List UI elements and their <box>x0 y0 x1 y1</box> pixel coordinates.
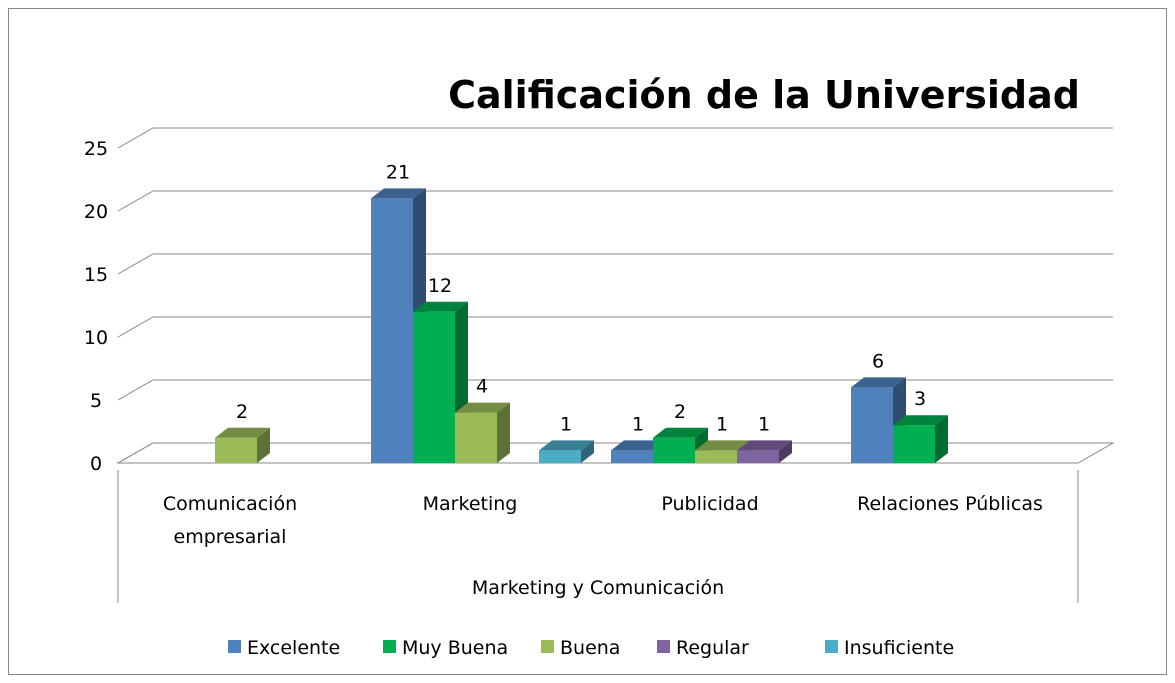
legend-swatch <box>657 640 670 653</box>
bar-face <box>935 415 948 463</box>
bar-face <box>737 450 779 463</box>
legend-label: Regular <box>676 637 749 659</box>
legend-label: Excelente <box>247 637 340 659</box>
legend-label: Muy Buena <box>402 637 508 659</box>
grid-line <box>117 190 1113 212</box>
data-label: 12 <box>428 275 452 297</box>
y-tick-label: 20 <box>84 201 108 223</box>
bar-face <box>581 440 594 463</box>
bar <box>455 402 510 463</box>
chart-border <box>8 8 1167 675</box>
legend-label: Insuficiente <box>844 637 954 659</box>
x-tick-label: Comunicación empresarial <box>162 493 298 548</box>
legend-swatch <box>383 640 396 653</box>
y-tick-label: 0 <box>90 453 102 475</box>
bar-face <box>413 301 468 312</box>
bar-face <box>539 440 594 451</box>
chart-title: Calificación de la Universidad <box>448 73 1080 117</box>
y-tick-label: 25 <box>84 138 108 160</box>
data-label: 1 <box>560 413 572 435</box>
data-label: 3 <box>914 388 926 410</box>
bar <box>539 440 594 463</box>
grid-line <box>117 316 1113 338</box>
legend-label: Buena <box>560 637 620 659</box>
y-tick-label: 5 <box>90 390 102 412</box>
data-label: 1 <box>758 413 770 435</box>
bar-face <box>215 427 270 438</box>
bar <box>215 427 270 463</box>
bar-face <box>539 450 581 463</box>
data-label: 1 <box>632 413 644 435</box>
bar-face <box>497 402 510 463</box>
bar-face <box>611 450 653 463</box>
x-tick-label: Publicidad <box>661 493 759 515</box>
bar-face <box>371 198 413 463</box>
bar-face <box>371 188 426 199</box>
legend-swatch <box>541 640 554 653</box>
data-label: 2 <box>674 401 686 423</box>
bar-face <box>737 440 792 451</box>
bar-face <box>893 415 948 426</box>
data-label: 6 <box>872 350 884 372</box>
bar <box>893 415 948 463</box>
bar-face <box>779 440 792 463</box>
bar-face <box>455 412 497 463</box>
bar-face <box>413 311 455 463</box>
grid-line <box>117 253 1113 275</box>
bar-face <box>695 450 737 463</box>
grid-line <box>117 127 1113 149</box>
grid-line <box>117 379 1113 401</box>
data-label: 21 <box>386 161 410 183</box>
bar-face <box>257 427 270 463</box>
x-tick-label: Marketing <box>422 493 518 515</box>
data-label: 4 <box>476 376 488 398</box>
data-label: 1 <box>716 413 728 435</box>
legend-swatch <box>228 640 241 653</box>
bar-face <box>653 437 695 463</box>
x-tick-label: Relaciones Públicas <box>857 493 1043 515</box>
y-tick-label: 10 <box>84 327 108 349</box>
bar-face <box>893 425 935 463</box>
bar-face <box>695 440 750 451</box>
data-label: 2 <box>236 401 248 423</box>
y-tick-label: 15 <box>84 264 108 286</box>
bar-face <box>653 427 708 438</box>
grid-line <box>117 442 1113 464</box>
bar <box>653 427 708 463</box>
bar-face <box>851 377 906 388</box>
bar-face <box>215 437 257 463</box>
x-axis-title: Marketing y Comunicación <box>472 577 724 599</box>
bar-face <box>851 387 893 463</box>
bar <box>737 440 792 463</box>
bar-face <box>611 440 666 451</box>
bar-face <box>455 402 510 413</box>
legend-swatch <box>825 640 838 653</box>
